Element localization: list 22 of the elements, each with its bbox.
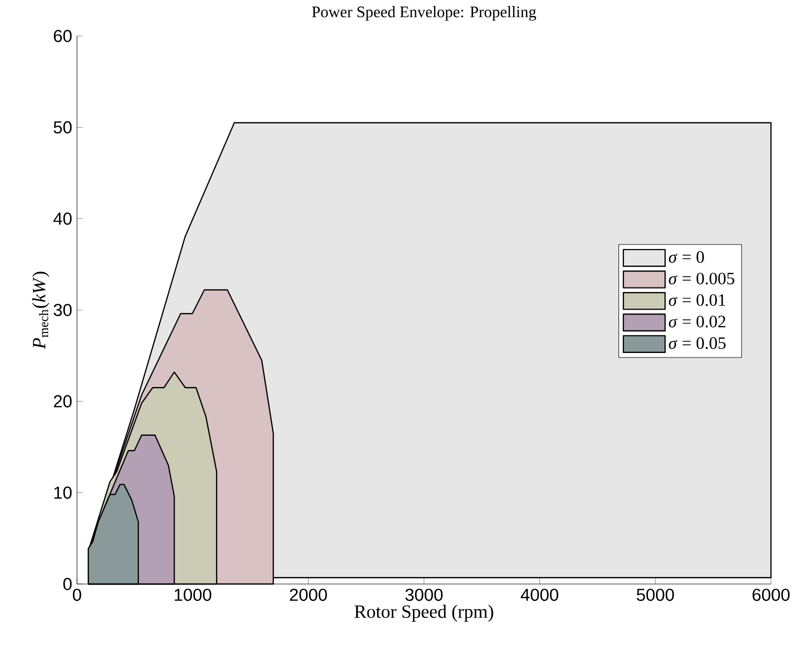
- x-tick-label: 5000: [636, 588, 674, 601]
- y-axis-title: P$_{mech}$(kW): [32, 272, 50, 350]
- y-tick-label: 0: [63, 578, 72, 590]
- x-tick-label: 6000: [752, 588, 790, 601]
- legend-label: σ = 0.01: [668, 294, 726, 306]
- y-tick-label: 20: [54, 395, 72, 408]
- chart-title: Power Speed Envelope: Propelling: [312, 6, 536, 21]
- x-axis-title: Rotor Speed (rpm): [354, 604, 494, 622]
- legend-label: σ = 0: [668, 251, 704, 263]
- x-tick-label: 4000: [520, 588, 558, 601]
- legend-label: σ = 0.05: [668, 337, 726, 350]
- x-tick-label: 3000: [405, 588, 443, 601]
- y-tick-label: 30: [54, 304, 72, 316]
- y-tick-label: 50: [54, 121, 72, 134]
- x-tick-label: 2000: [290, 588, 327, 601]
- y-tick-label: 10: [54, 486, 72, 499]
- x-tick-label: 1000: [174, 588, 212, 601]
- legend-label: σ = 0.02: [668, 316, 726, 328]
- y-tick-label: 40: [53, 212, 72, 225]
- legend-label: σ = 0.005: [668, 272, 734, 284]
- x-tick-label: 0: [72, 588, 82, 601]
- y-tick-label: 60: [54, 30, 72, 42]
